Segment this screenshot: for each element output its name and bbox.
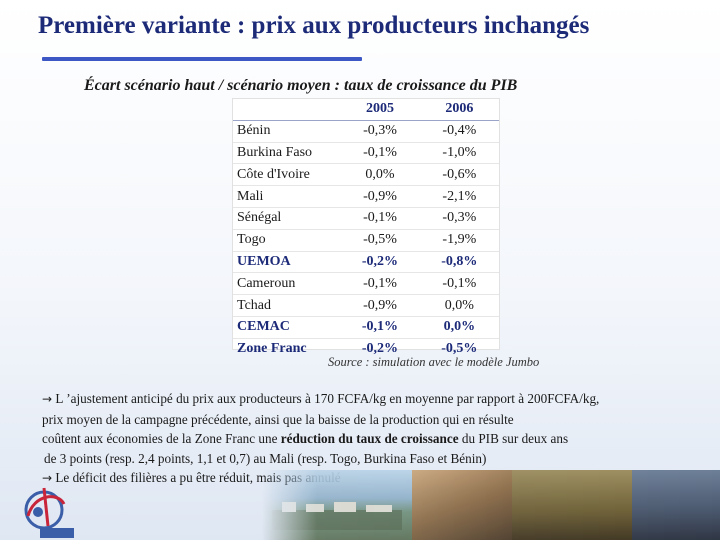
- arrow-right-icon: →: [42, 392, 53, 406]
- header-2005: 2005: [340, 99, 420, 121]
- commentary-line-1: → L ’ajustement anticipé du prix aux pro…: [42, 389, 718, 410]
- table-row: CEMAC -0,1% 0,0%: [233, 316, 499, 339]
- slide-title: Première variante : prix aux producteurs…: [38, 12, 590, 39]
- title-underline: [42, 57, 362, 61]
- table-subtitle: Écart scénario haut / scénario moyen : t…: [84, 77, 518, 94]
- table-row: Bénin -0,3% -0,4%: [233, 120, 499, 143]
- row-value-2005: -0,5%: [340, 229, 420, 252]
- table-body: Bénin -0,3% -0,4% Burkina Faso -0,1% -1,0% Côt…: [233, 120, 499, 359]
- row-value-2005: -0,2%: [340, 251, 420, 274]
- row-country-name: Tchad: [233, 294, 341, 317]
- row-country-name: Sénégal: [233, 207, 341, 230]
- row-value-2005: -0,9%: [340, 294, 420, 317]
- row-value-2006: -0,1%: [419, 272, 499, 296]
- row-value-2006: -0,6%: [419, 163, 499, 187]
- logo-label-band: [40, 528, 74, 538]
- header-country: [233, 99, 341, 121]
- row-value-2006: -0,5%: [441, 341, 478, 357]
- logo-dot: [33, 507, 43, 517]
- row-country-name: UEMOA: [233, 251, 341, 274]
- row-value-2006: -0,4%: [419, 120, 499, 143]
- row-value-2006: -0,8%: [419, 251, 499, 274]
- row-value-2006: 0,0%: [419, 316, 499, 339]
- gdp-growth-table: 2005 2006 Bénin -0,3% -0,4% Burkina Faso -0,…: [232, 98, 500, 356]
- row-value-2005: -0,3%: [340, 120, 420, 143]
- commentary-text-3b: du PIB sur deux ans: [458, 431, 569, 447]
- row-value-2006: 0,0%: [419, 294, 499, 317]
- commentary-line-4: de 3 points (resp. 2,4 points, 1,1 et 0,…: [44, 450, 487, 466]
- logo-stroke: [42, 487, 50, 527]
- row-country-name: Mali: [233, 185, 341, 208]
- row-value-2005: -0,1%: [340, 142, 420, 165]
- table-row: Togo -0,5% -1,9%: [233, 229, 499, 252]
- row-value-2005: -0,2%: [361, 341, 399, 357]
- row-value-2005: -0,1%: [340, 207, 420, 230]
- row-country-name: Togo: [233, 229, 341, 252]
- photo-factory: [262, 470, 412, 540]
- commentary-line-3: coûtent aux économies de la Zone Franc u…: [42, 429, 718, 449]
- table-row: Cameroun -0,1% -0,1%: [233, 272, 499, 296]
- commentary-emphasis: réduction du taux de croissance: [280, 431, 459, 447]
- table-row: Tchad -0,9% 0,0%: [233, 294, 499, 317]
- gdp-growth-table-grid: 2005 2006 Bénin -0,3% -0,4% Burkina Faso -0,…: [233, 99, 499, 360]
- row-country-name: Zone Franc: [237, 341, 307, 357]
- commentary-line-2: prix moyen de la campagne précédente, ai…: [42, 411, 514, 427]
- factory-silhouette: [272, 502, 402, 530]
- row-country-name: Burkina Faso: [233, 142, 341, 165]
- photo-worker: [632, 470, 720, 540]
- row-country-name: Cameroun: [233, 272, 341, 296]
- table-row: Sénégal -0,1% -0,3%: [233, 207, 499, 230]
- row-value-2005: -0,9%: [340, 185, 420, 208]
- institution-logo: [24, 487, 66, 530]
- table-row: Côte d'Ivoire 0,0% -0,6%: [233, 163, 499, 187]
- arrow-right-icon: →: [42, 471, 53, 486]
- source-note: Source : simulation avec le modèle Jumbo: [328, 355, 540, 369]
- table-header-row: 2005 2006: [233, 99, 499, 121]
- row-country-name: CEMAC: [233, 316, 341, 339]
- photo-field: [512, 470, 632, 540]
- table-row: Zone Franc -0,2% -0,5%: [233, 338, 499, 359]
- photo-person: [412, 470, 512, 540]
- photo-strip: [262, 470, 720, 540]
- table-row: Burkina Faso -0,1% -1,0%: [233, 142, 499, 165]
- row-value-2005: -0,1%: [340, 272, 420, 296]
- commentary-text-1: L ’ajustement anticipé du prix aux produ…: [52, 391, 600, 406]
- row-value-2006: -0,3%: [419, 207, 499, 230]
- table-row: UEMOA -0,2% -0,8%: [233, 251, 499, 274]
- header-2006: 2006: [419, 99, 499, 121]
- row-value-2006: -2,1%: [419, 185, 499, 208]
- table-row: Mali -0,9% -2,1%: [233, 185, 499, 208]
- row-value-2006: -1,9%: [419, 229, 499, 252]
- row-value-2005: -0,1%: [340, 316, 420, 339]
- commentary-text-3a: coûtent aux économies de la Zone Franc u…: [42, 431, 281, 447]
- row-country-name: Côte d'Ivoire: [233, 163, 341, 187]
- row-value-2005: 0,0%: [340, 163, 420, 187]
- row-value-2006: -1,0%: [419, 142, 499, 165]
- row-country-name: Bénin: [233, 120, 341, 143]
